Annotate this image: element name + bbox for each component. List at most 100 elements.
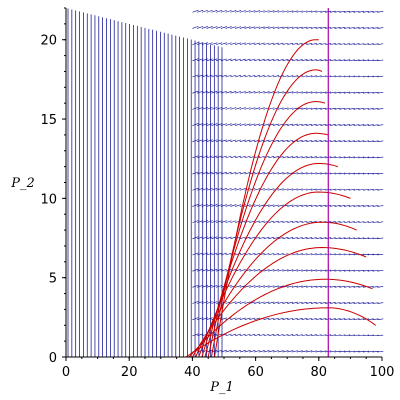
field-arrow xyxy=(353,334,360,337)
field-arrow xyxy=(329,334,336,337)
field-arrow xyxy=(344,27,351,29)
field-arrow xyxy=(362,253,370,256)
field-arrow xyxy=(296,334,303,337)
field-arrow xyxy=(225,107,232,110)
field-arrow xyxy=(358,108,365,110)
field-arrow xyxy=(220,10,227,13)
field-arrow xyxy=(197,58,204,62)
field-arrow xyxy=(258,236,265,240)
field-arrow xyxy=(272,123,280,126)
field-arrow xyxy=(358,124,365,126)
field-arrow xyxy=(339,10,346,13)
field-arrow xyxy=(339,237,346,240)
field-arrow xyxy=(220,317,227,320)
field-arrow xyxy=(334,188,341,191)
field-arrow xyxy=(367,237,374,240)
field-arrow xyxy=(282,91,289,94)
field-arrow xyxy=(216,236,223,240)
field-arrow xyxy=(353,205,360,207)
field-arrow xyxy=(372,334,379,337)
field-arrow xyxy=(362,350,370,353)
field-arrow xyxy=(344,140,351,143)
field-arrow xyxy=(192,58,199,62)
field-arrow xyxy=(239,139,246,143)
field-arrow xyxy=(216,188,223,191)
field-arrow xyxy=(244,42,251,45)
field-arrow xyxy=(272,285,280,288)
field-arrow xyxy=(320,285,327,288)
field-arrow xyxy=(244,172,251,175)
field-arrow xyxy=(249,58,256,62)
field-arrow xyxy=(296,350,303,353)
field-arrow xyxy=(301,75,308,78)
field-arrow xyxy=(306,285,313,288)
field-arrow xyxy=(192,187,199,191)
field-arrow xyxy=(296,220,303,223)
field-arrow xyxy=(358,318,365,321)
x-tick-label: 40 xyxy=(184,365,201,380)
field-arrow xyxy=(216,10,223,13)
x-tick-label: 60 xyxy=(247,365,264,380)
field-arrow xyxy=(253,10,261,13)
field-arrow xyxy=(230,42,237,45)
field-arrow xyxy=(358,156,365,159)
field-arrow xyxy=(268,156,275,159)
field-arrow xyxy=(339,156,346,159)
field-arrow xyxy=(329,156,336,159)
field-arrow xyxy=(310,334,317,337)
field-arrow xyxy=(320,188,327,191)
field-arrow xyxy=(239,317,246,320)
field-arrow xyxy=(291,350,299,353)
field-arrow xyxy=(315,140,322,143)
field-arrow xyxy=(253,91,261,94)
field-arrow xyxy=(234,123,242,126)
field-arrow xyxy=(216,90,223,94)
field-arrow xyxy=(301,253,308,256)
field-arrow xyxy=(344,285,351,288)
field-arrow xyxy=(282,42,289,45)
field-arrow xyxy=(239,333,246,337)
field-arrow xyxy=(296,188,303,191)
field-arrow xyxy=(372,140,379,143)
field-arrow xyxy=(225,171,232,175)
field-arrow xyxy=(310,123,317,126)
field-arrow xyxy=(239,349,246,353)
field-arrow xyxy=(277,269,284,272)
field-arrow xyxy=(249,317,256,320)
field-arrow xyxy=(201,90,208,94)
field-arrow xyxy=(320,91,327,94)
field-arrow xyxy=(263,285,270,288)
field-arrow xyxy=(329,43,336,45)
field-arrow xyxy=(206,285,213,288)
field-arrow xyxy=(362,269,370,272)
field-arrow xyxy=(339,318,346,321)
field-arrow xyxy=(334,334,341,337)
field-arrow xyxy=(296,91,303,94)
field-arrow xyxy=(258,350,265,353)
field-arrow xyxy=(211,171,218,175)
field-arrow xyxy=(249,26,256,29)
field-arrow xyxy=(225,123,232,126)
field-arrow xyxy=(310,140,317,143)
x-axis-title: P_1 xyxy=(209,380,234,395)
field-arrow xyxy=(253,301,261,304)
field-arrow xyxy=(306,10,313,13)
field-arrow xyxy=(234,58,242,62)
field-arrow xyxy=(230,74,237,78)
field-arrow xyxy=(287,317,294,320)
field-arrow xyxy=(306,188,313,191)
field-arrow xyxy=(301,140,308,143)
field-arrow xyxy=(234,107,242,110)
field-arrow xyxy=(192,106,199,110)
field-arrow xyxy=(258,172,265,175)
field-arrow xyxy=(197,236,204,240)
field-arrow xyxy=(211,123,218,126)
field-arrow xyxy=(211,42,218,45)
field-arrow xyxy=(310,285,317,288)
field-arrow xyxy=(201,204,208,207)
field-arrow xyxy=(206,236,213,240)
field-arrow xyxy=(197,107,204,110)
field-arrow xyxy=(358,43,365,45)
field-arrow xyxy=(339,124,346,126)
field-arrow xyxy=(253,123,261,126)
